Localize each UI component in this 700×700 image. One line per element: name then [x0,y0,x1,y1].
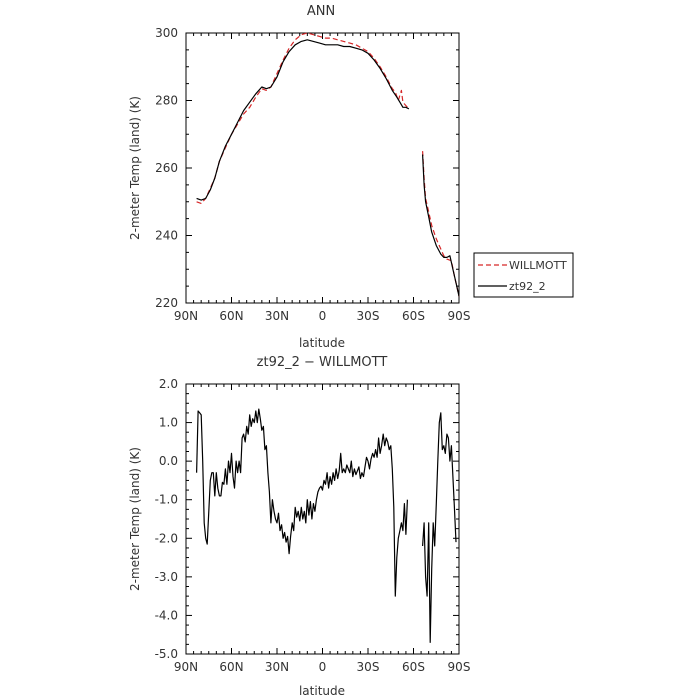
bottom-chart-title: zt92_2 − WILLMOTT [257,355,388,370]
y-tick-label: 1.0 [159,416,178,430]
x-tick-label: 30N [265,309,289,323]
bottom-series-lines [196,408,457,643]
x-tick-label: 0 [319,309,327,323]
x-tick-label: 30N [265,660,289,674]
bottom-y-axis-label: 2-meter Temp (land) (K) [128,447,142,591]
top-panel: ANN 90N 60N 30N 0 30S 60S 90S 220 240 260 280 300 l… [128,4,574,350]
series-line-difference [422,412,457,643]
y-tick-label: 220 [155,296,178,310]
y-tick-label: -2.0 [155,531,178,545]
x-tick-label: 90S [448,309,471,323]
y-tick-label: 240 [155,229,178,243]
legend-entry-willmott: WILLMOTT [509,259,567,272]
y-tick-label: 280 [155,94,178,108]
y-tick-label: 2.0 [159,377,178,391]
y-tick-label: -3.0 [155,570,178,584]
x-tick-label: 90N [174,660,198,674]
x-tick-label: 60N [219,660,243,674]
x-tick-label: 30S [357,660,380,674]
series-line-difference [196,408,408,597]
top-chart-title: ANN [307,4,335,19]
x-tick-label: 90N [174,309,198,323]
top-series-lines [196,32,460,297]
x-tick-label: 0 [319,660,327,674]
top-ticks: 90N 60N 30N 0 30S 60S 90S 220 240 260 280 300 [155,26,470,323]
legend-box [473,252,574,298]
x-tick-label: 90S [448,660,471,674]
bottom-panel: zt92_2 − WILLMOTT 90N 60N 30N 0 30S 60S 90S -5.… [128,355,470,698]
x-tick-label: 60S [402,660,425,674]
top-plot-frame [185,32,460,304]
bottom-plot-frame [185,383,460,655]
x-tick-label: 60N [219,309,243,323]
series-line-willmott [196,32,410,204]
top-x-axis-label: latitude [299,336,345,350]
y-tick-label: 0.0 [159,454,178,468]
y-tick-label: -5.0 [155,647,178,661]
y-tick-label: 260 [155,161,178,175]
legend: WILLMOTT zt92_2 [473,252,574,298]
bottom-ticks: 90N 60N 30N 0 30S 60S 90S -5.0 -4.0 -3.0 -2.0 -1.0 0… [155,377,471,674]
bottom-x-axis-label: latitude [299,684,345,698]
legend-entry-zt92-2: zt92_2 [509,280,546,293]
y-tick-label: -1.0 [155,493,178,507]
x-tick-label: 60S [402,309,425,323]
y-tick-label: -4.0 [155,608,178,622]
series-line-zt92-2 [196,39,410,201]
y-tick-label: 300 [155,26,178,40]
x-tick-label: 30S [357,309,380,323]
top-y-axis-label: 2-meter Temp (land) (K) [128,96,142,240]
series-line-zt92-2 [422,154,460,297]
